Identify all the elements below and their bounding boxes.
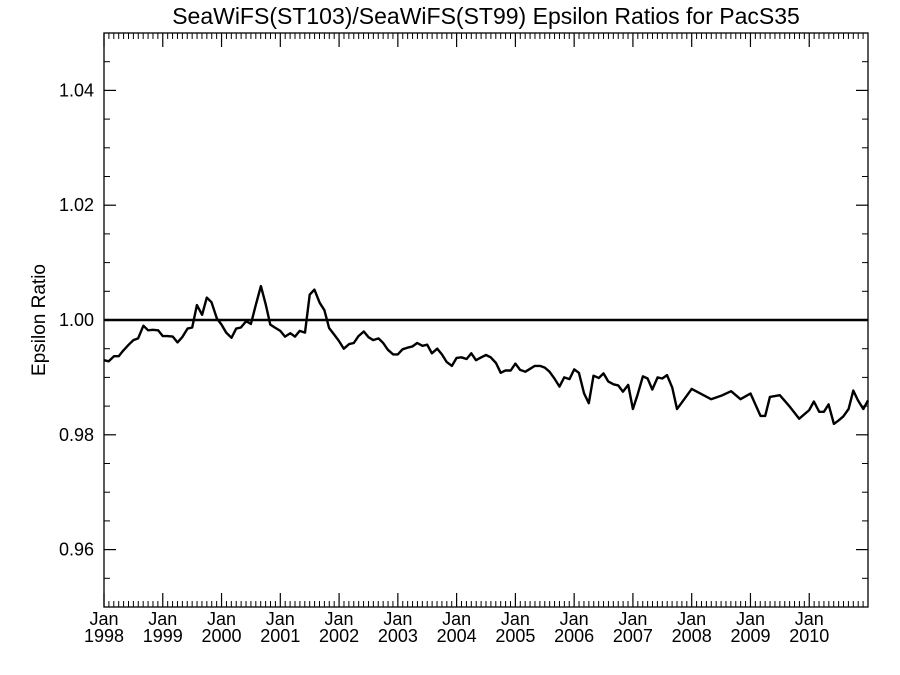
x-tick-month: Jan xyxy=(442,609,471,629)
y-tick-label: 0.98 xyxy=(59,425,94,445)
y-axis-label: Epsilon Ratio xyxy=(29,264,50,376)
x-tick-month: Jan xyxy=(148,609,177,629)
y-tick-label: 1.00 xyxy=(59,310,94,330)
y-tick-label: 1.02 xyxy=(59,195,94,215)
x-tick-month: Jan xyxy=(89,609,118,629)
x-tick-year: 2005 xyxy=(495,626,535,646)
series-line xyxy=(103,284,870,426)
x-tick-year: 1999 xyxy=(143,626,183,646)
axis-tick-labels: 0.960.981.001.021.04Jan1998Jan1999Jan200… xyxy=(59,80,829,646)
x-tick-month: Jan xyxy=(677,609,706,629)
x-tick-year: 2001 xyxy=(260,626,300,646)
x-tick-year: 2008 xyxy=(672,626,712,646)
y-tick-label: 0.96 xyxy=(59,540,94,560)
x-tick-month: Jan xyxy=(501,609,530,629)
x-tick-year: 2004 xyxy=(437,626,477,646)
x-tick-year: 2002 xyxy=(319,626,359,646)
x-tick-year: 2007 xyxy=(613,626,653,646)
x-tick-year: 2006 xyxy=(554,626,594,646)
chart-title: SeaWiFS(ST103)/SeaWiFS(ST99) Epsilon Rat… xyxy=(172,3,800,29)
axis-ticks xyxy=(103,32,868,608)
y-tick-label: 1.04 xyxy=(59,80,94,100)
x-tick-year: 2010 xyxy=(789,626,829,646)
x-tick-month: Jan xyxy=(618,609,647,629)
x-tick-month: Jan xyxy=(736,609,765,629)
x-tick-year: 2009 xyxy=(730,626,770,646)
x-tick-month: Jan xyxy=(266,609,295,629)
x-tick-year: 2003 xyxy=(378,626,418,646)
x-tick-month: Jan xyxy=(325,609,354,629)
x-tick-month: Jan xyxy=(207,609,236,629)
x-tick-month: Jan xyxy=(795,609,824,629)
x-tick-year: 2000 xyxy=(202,626,242,646)
plot-frame xyxy=(103,32,869,608)
x-tick-month: Jan xyxy=(383,609,412,629)
x-tick-year: 1998 xyxy=(84,626,124,646)
x-tick-month: Jan xyxy=(560,609,589,629)
